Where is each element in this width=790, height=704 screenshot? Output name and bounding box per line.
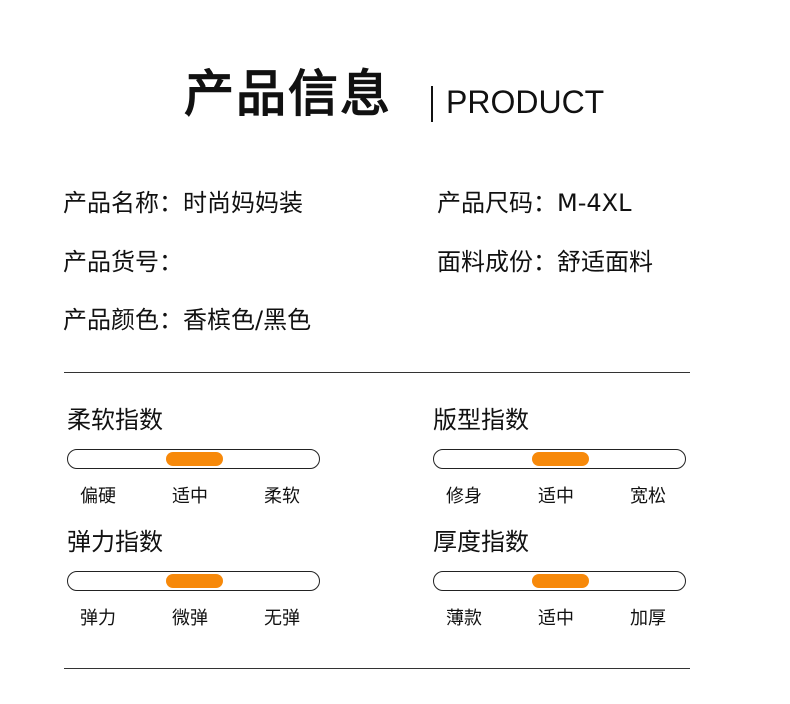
title-divider (431, 86, 433, 122)
info-value: 舒适面料 (557, 248, 653, 276)
info-fabric: 面料成份：舒适面料 (437, 247, 653, 277)
index-level-fill (532, 452, 589, 466)
index-option-label: 薄款 (446, 608, 482, 629)
index-title: 版型指数 (433, 406, 529, 434)
info-product-sku: 产品货号： (63, 247, 183, 277)
index-option-label: 弹力 (80, 608, 116, 629)
index-option-label: 适中 (538, 486, 574, 507)
index-option-label: 无弹 (264, 608, 300, 629)
divider-bottom (64, 668, 690, 669)
index-level-fill (532, 574, 589, 588)
index-option-label: 偏硬 (80, 486, 116, 507)
divider-top (64, 372, 690, 373)
index-bar (433, 449, 686, 469)
index-option-label: 修身 (446, 486, 482, 507)
info-product-size: 产品尺码：M-4XL (437, 188, 631, 218)
info-value: 香槟色/黑色 (183, 306, 312, 334)
index-bar (433, 571, 686, 591)
index-option-label: 适中 (172, 486, 208, 507)
page-subtitle: PRODUCT (446, 84, 605, 120)
info-label: 产品名称： (63, 189, 183, 217)
index-option-label: 加厚 (630, 608, 666, 629)
index-title: 柔软指数 (67, 406, 163, 434)
info-label: 产品颜色： (63, 306, 183, 334)
index-option-label: 适中 (538, 608, 574, 629)
index-option-label: 宽松 (630, 486, 666, 507)
index-option-label: 柔软 (264, 486, 300, 507)
index-bar (67, 571, 320, 591)
index-level-fill (166, 452, 223, 466)
index-level-fill (166, 574, 223, 588)
info-value: M-4XL (557, 189, 632, 217)
info-product-name: 产品名称：时尚妈妈装 (63, 188, 303, 218)
index-title: 厚度指数 (433, 528, 529, 556)
info-label: 产品尺码： (437, 189, 557, 217)
page-title: 产品信息 (184, 65, 392, 123)
index-title: 弹力指数 (67, 528, 163, 556)
info-label: 产品货号： (63, 248, 183, 276)
index-option-label: 微弹 (172, 608, 208, 629)
info-color: 产品颜色：香槟色/黑色 (63, 305, 311, 335)
info-value: 时尚妈妈装 (183, 189, 303, 217)
index-bar (67, 449, 320, 469)
info-label: 面料成份： (437, 248, 557, 276)
